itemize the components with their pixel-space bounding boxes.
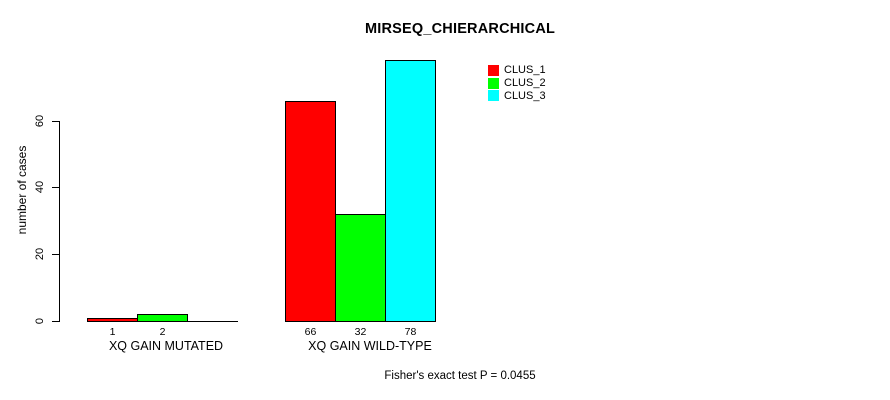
chart-title: MIRSEQ_CHIERARCHICAL: [364, 21, 556, 37]
y-axis-tick: [52, 121, 59, 122]
y-axis-tick-label: 60: [34, 114, 46, 128]
legend: CLUS_1 CLUS_2 CLUS_3: [488, 64, 546, 102]
bar-clus-1-wild-type: [285, 101, 336, 322]
bar-zero-line-clus-3: [187, 321, 238, 322]
y-axis-tick-label: 40: [34, 180, 46, 194]
legend-item: CLUS_1: [488, 64, 546, 77]
legend-label: CLUS_2: [504, 77, 546, 90]
x-category-label: XQ GAIN MUTATED: [108, 339, 224, 353]
bar-clus-2-wild-type: [335, 214, 386, 322]
legend-label: CLUS_3: [504, 89, 546, 102]
y-axis-tick-label: 20: [34, 247, 46, 261]
legend-item: CLUS_2: [488, 77, 546, 90]
bar-value-label: 2: [159, 326, 166, 338]
y-axis-tick-label: 0: [34, 317, 46, 325]
x-category-label: XQ GAIN WILD-TYPE: [308, 339, 432, 353]
bar-clus-3-wild-type: [385, 60, 436, 322]
y-axis-tick: [52, 187, 59, 188]
bar-clus-2-mutated: [137, 314, 188, 322]
y-axis-tick: [52, 321, 59, 322]
y-axis-label: number of cases: [15, 145, 29, 235]
legend-item: CLUS_3: [488, 90, 546, 103]
legend-label: CLUS_1: [504, 64, 546, 77]
y-axis-tick: [52, 254, 59, 255]
bar-value-label: 1: [109, 326, 116, 338]
bar-value-label: 66: [304, 326, 317, 338]
legend-swatch-clus-1: [488, 64, 499, 76]
bar-clus-1-mutated: [87, 318, 138, 322]
legend-swatch-clus-3: [488, 90, 499, 102]
legend-swatch-clus-2: [488, 77, 499, 89]
bar-value-label: 32: [354, 326, 367, 338]
bar-value-label: 78: [404, 326, 417, 338]
y-axis-line: [59, 121, 60, 322]
pvalue-caption: Fisher's exact test P = 0.0455: [384, 370, 536, 382]
